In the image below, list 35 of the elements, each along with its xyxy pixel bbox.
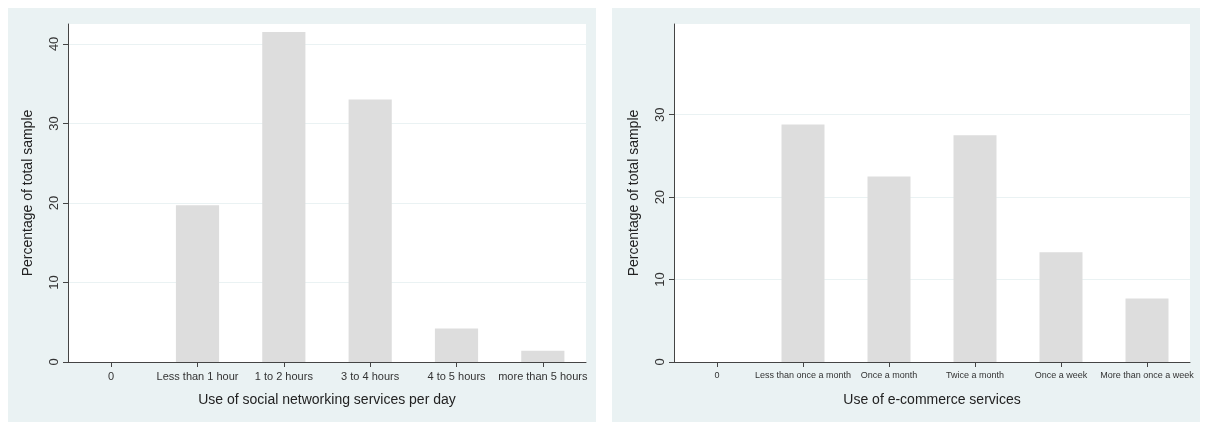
- bar: [1125, 298, 1169, 362]
- x-tick-label: Less than once a month: [754, 369, 852, 380]
- x-tick-label: Twice a month: [945, 369, 1005, 380]
- y-axis-title: Percentage of total sample: [625, 109, 641, 277]
- bar: [262, 31, 306, 362]
- y-tick-label: 10: [652, 272, 667, 287]
- y-tick-label: 10: [46, 275, 61, 290]
- y-tick-label: 30: [46, 116, 61, 131]
- bar: [521, 350, 565, 362]
- y-tick-label: 20: [652, 189, 667, 205]
- bar: [781, 124, 825, 362]
- y-tick-label: 0: [46, 358, 61, 366]
- x-tick-label: more than 5 hours: [498, 369, 588, 382]
- x-tick-label: Less than 1 hour: [156, 369, 239, 382]
- x-tick-label: 0: [108, 369, 115, 382]
- x-tick-label: 0: [714, 369, 720, 380]
- x-tick-label: Once a month: [860, 369, 918, 380]
- bar: [434, 328, 479, 362]
- x-tick-label: 3 to 4 hours: [341, 369, 400, 382]
- y-axis-title: Percentage of total sample: [19, 109, 35, 277]
- x-tick-label: More than once a week: [1100, 369, 1195, 380]
- x-tick-label: Once a week: [1034, 369, 1088, 380]
- bar: [175, 205, 220, 362]
- bar: [1039, 252, 1083, 362]
- bar: [867, 176, 911, 362]
- y-tick-label: 30: [652, 107, 667, 122]
- x-axis-title: Use of e-commerce services: [843, 391, 1021, 407]
- bar: [953, 135, 997, 362]
- y-tick-label: 20: [46, 195, 61, 211]
- y-tick-label: 40: [46, 36, 61, 52]
- x-axis-title: Use of social networking services per day: [198, 391, 456, 407]
- x-tick-label: 4 to 5 hours: [427, 369, 487, 382]
- bar: [348, 99, 392, 362]
- y-tick-label: 0: [652, 358, 667, 366]
- x-tick-label: 1 to 2 hours: [254, 369, 314, 382]
